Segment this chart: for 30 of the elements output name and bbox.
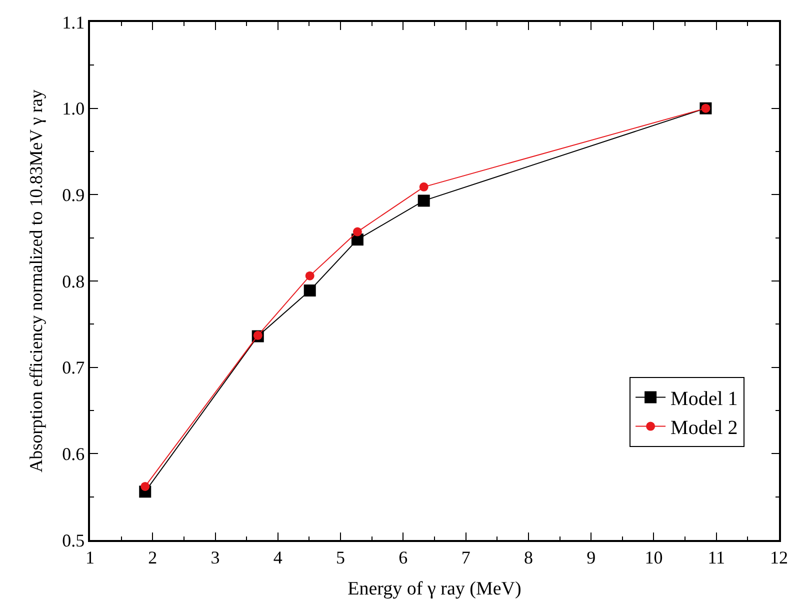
- point: [304, 284, 316, 296]
- point: [418, 194, 430, 207]
- legend-label: Model 1: [670, 388, 738, 410]
- y-tick-label: 0.7: [62, 358, 85, 378]
- y-tick-label: 1.0: [62, 98, 85, 119]
- y-tick-label: 0.5: [62, 530, 85, 550]
- y-tick-label: 1.1: [62, 12, 85, 32]
- x-axis-title: Energy of γ ray (MeV): [348, 578, 522, 600]
- x-tick-label: 4: [273, 547, 282, 568]
- y-tick-label: 0.8: [62, 271, 85, 292]
- point: [419, 182, 428, 192]
- x-tick-label: 6: [398, 547, 408, 568]
- x-tick-label: 1: [86, 547, 94, 568]
- x-tick-label: 7: [461, 547, 470, 568]
- x-tick-label: 9: [586, 547, 596, 568]
- y-tick-label: 0.9: [62, 184, 85, 205]
- point: [352, 227, 362, 236]
- x-tick-label: 2: [148, 547, 158, 568]
- x-tick-label: 3: [210, 547, 220, 568]
- point: [253, 330, 262, 340]
- legend-label: Model 2: [670, 417, 738, 440]
- x-tick-label: 11: [708, 547, 726, 568]
- x-tick-label: 8: [524, 547, 533, 568]
- x-tick-label: 10: [644, 547, 663, 568]
- x-tick-label: 12: [770, 547, 788, 568]
- point: [140, 482, 150, 491]
- y-tick-label: 0.6: [62, 444, 85, 464]
- point: [305, 271, 314, 280]
- x-tick-label: 5: [336, 547, 346, 568]
- y-axis-title: Absorption efficiency normalized to 10.83MeV γ ray: [26, 90, 46, 472]
